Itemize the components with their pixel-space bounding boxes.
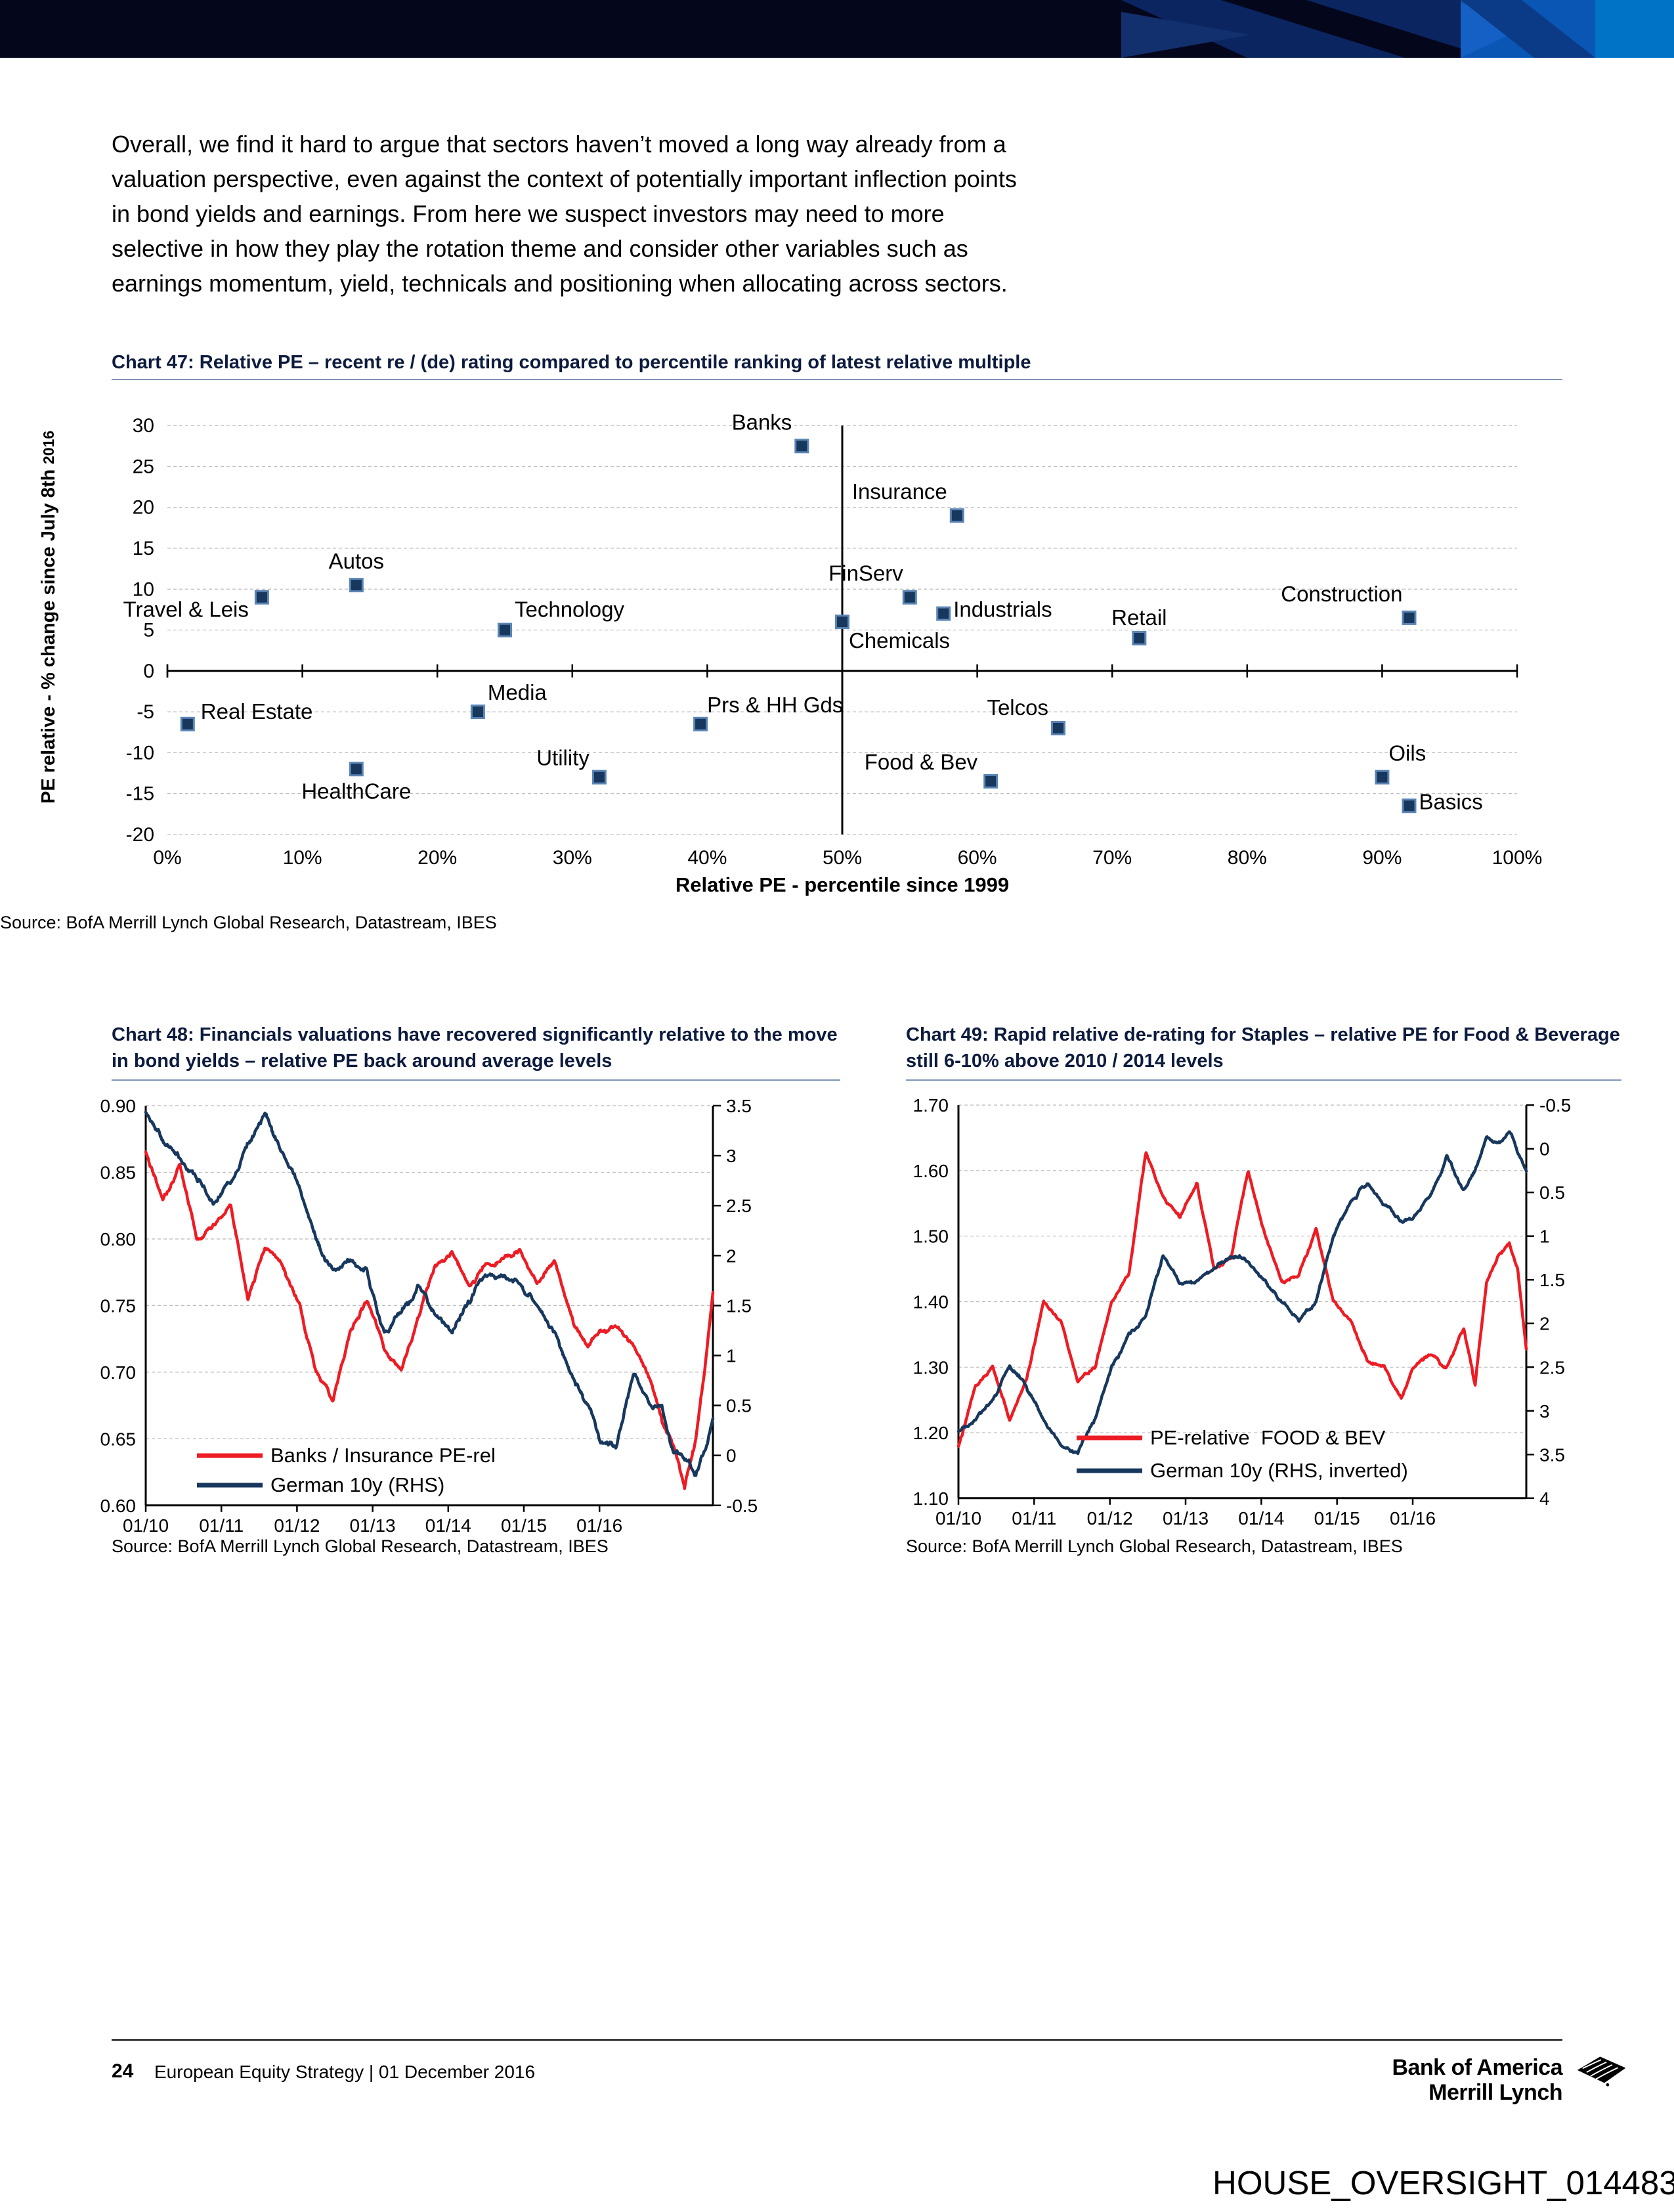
svg-text:4: 4 — [1539, 1488, 1550, 1509]
svg-text:2: 2 — [1539, 1314, 1550, 1334]
svg-text:German 10y (RHS, inverted): German 10y (RHS, inverted) — [1150, 1459, 1408, 1482]
svg-text:1.30: 1.30 — [913, 1357, 949, 1377]
svg-text:01/10: 01/10 — [935, 1508, 981, 1529]
svg-text:01/16: 01/16 — [1390, 1508, 1436, 1529]
svg-text:3: 3 — [1539, 1401, 1550, 1421]
svg-text:-0.5: -0.5 — [1539, 1095, 1571, 1116]
svg-text:1: 1 — [1539, 1226, 1550, 1247]
svg-text:0: 0 — [1539, 1139, 1550, 1160]
svg-text:1.40: 1.40 — [913, 1292, 949, 1312]
svg-text:01/15: 01/15 — [1314, 1508, 1360, 1529]
svg-text:3.5: 3.5 — [1539, 1444, 1565, 1465]
svg-text:0.5: 0.5 — [1539, 1182, 1565, 1203]
svg-text:1.20: 1.20 — [913, 1423, 949, 1443]
svg-text:01/13: 01/13 — [1163, 1508, 1209, 1529]
svg-text:1.50: 1.50 — [913, 1226, 949, 1247]
svg-text:1.10: 1.10 — [913, 1488, 949, 1509]
svg-text:01/14: 01/14 — [1238, 1508, 1284, 1529]
svg-text:1.5: 1.5 — [1539, 1270, 1565, 1290]
svg-text:01/12: 01/12 — [1087, 1508, 1133, 1529]
svg-text:01/11: 01/11 — [1012, 1508, 1056, 1529]
svg-text:PE-relative FOOD & BEV: PE-relative FOOD & BEV — [1150, 1426, 1386, 1449]
svg-text:1.60: 1.60 — [913, 1161, 949, 1181]
svg-text:2.5: 2.5 — [1539, 1357, 1565, 1377]
svg-text:1.70: 1.70 — [913, 1095, 949, 1116]
